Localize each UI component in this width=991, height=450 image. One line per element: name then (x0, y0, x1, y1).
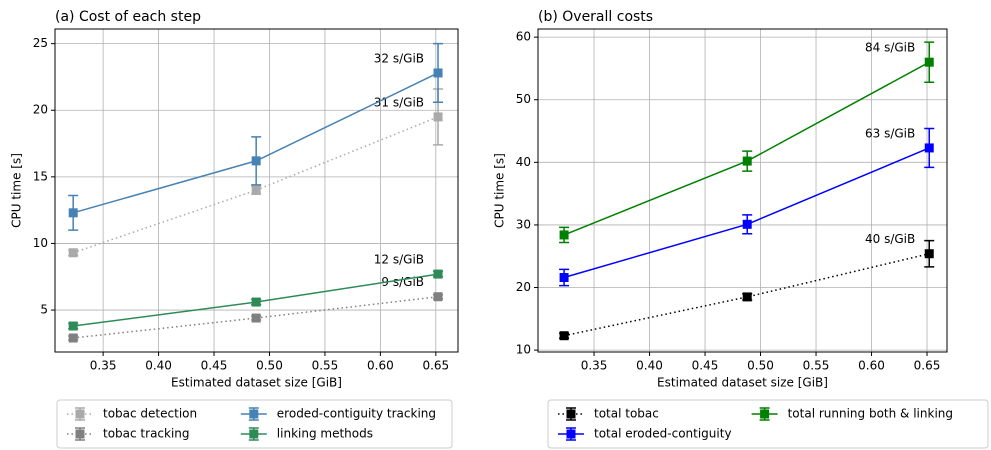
y-tick-label: 25 (33, 36, 48, 50)
legend-label: tobac detection (103, 407, 197, 421)
annotation: 84 s/GiB (865, 41, 915, 55)
x-tick-label: 0.65 (422, 359, 449, 373)
y-tick-label: 40 (516, 155, 531, 169)
legend-handle (249, 429, 259, 439)
x-tick-label: 0.60 (858, 359, 885, 373)
x-tick-label: 0.40 (145, 359, 172, 373)
legend-box (547, 399, 989, 449)
annotation: 40 s/GiB (865, 232, 915, 246)
marker (742, 156, 752, 166)
legend-label: tobac tracking (103, 427, 190, 441)
series-line (73, 295, 439, 339)
legend-handle (75, 429, 85, 439)
y-tick-label: 5 (40, 303, 48, 317)
y-axis-label: CPU time [s] (493, 153, 507, 228)
chart-title: (b) Overall costs (538, 9, 653, 25)
marker (924, 249, 934, 259)
y-tick-label: 20 (516, 280, 531, 294)
marker (68, 208, 78, 218)
chart: (a) Cost of each step 5 10 15 20 25 0.35 0.40 0.… (10, 9, 459, 449)
marker (251, 156, 261, 166)
marker (68, 248, 78, 258)
y-tick-label: 15 (33, 169, 48, 183)
chart: (b) Overall costs 10 20 30 40 50 60 0.35 0.40 0.4… (493, 9, 989, 449)
legend-label: linking methods (277, 427, 373, 441)
legend-label: total tobac (594, 407, 659, 421)
marker (559, 273, 569, 283)
x-tick-label: 0.50 (747, 359, 774, 373)
y-tick-label: 20 (33, 103, 48, 117)
legend-label: total eroded-contiguity (594, 427, 732, 441)
y-axis-label: CPU time [s] (10, 153, 24, 228)
x-tick-label: 0.35 (581, 359, 608, 373)
legend-handle (566, 429, 576, 439)
x-tick-label: 0.35 (90, 359, 117, 373)
marker (559, 331, 569, 341)
legend-item: eroded-contiguity tracking (240, 407, 436, 421)
series-line (563, 61, 930, 236)
legend-handle (75, 409, 85, 419)
chart-title: (a) Cost of each step (55, 9, 201, 25)
marker (251, 297, 261, 307)
annotation: 63 s/GiB (865, 126, 915, 140)
y-tick-label: 60 (516, 30, 531, 44)
x-tick-label: 0.45 (201, 359, 228, 373)
x-tick-label: 0.55 (312, 359, 339, 373)
marker (924, 143, 934, 153)
y-tick-label: 10 (33, 236, 48, 250)
x-axis-label: Estimated dataset size [GiB] (657, 376, 828, 390)
marker (433, 269, 443, 279)
marker (251, 185, 261, 195)
marker (433, 112, 443, 122)
legend-handle (566, 409, 576, 419)
y-tick-label: 30 (516, 217, 531, 231)
annotation: 12 s/GiB (374, 253, 424, 267)
annotation: 31 s/GiB (374, 95, 424, 109)
plot-frame (537, 28, 948, 353)
legend-item: total running both & linking (751, 407, 953, 421)
marker (742, 292, 752, 302)
legend-item: total eroded-contiguity (558, 427, 732, 441)
annotation: 32 s/GiB (374, 51, 424, 65)
series-line (72, 116, 439, 254)
legend-box (56, 399, 453, 449)
marker (251, 313, 261, 323)
legend-label: total running both & linking (788, 407, 953, 421)
marker (68, 333, 78, 343)
legend-item: linking methods (240, 427, 373, 441)
x-tick-label: 0.55 (803, 359, 830, 373)
marker (742, 219, 752, 229)
x-tick-label: 0.60 (367, 359, 394, 373)
legend-handle (760, 409, 770, 419)
x-tick-label: 0.45 (692, 359, 719, 373)
marker (924, 57, 934, 67)
marker (433, 292, 443, 302)
y-tick-label: 10 (516, 343, 531, 357)
legend-item: tobac tracking (67, 427, 190, 441)
x-tick-label: 0.40 (636, 359, 663, 373)
legend-item: total tobac (558, 407, 659, 421)
marker (559, 230, 569, 240)
x-tick-label: 0.65 (914, 359, 941, 373)
marker (433, 68, 443, 78)
legend-label: eroded-contiguity tracking (277, 407, 436, 421)
plot-frame (54, 28, 459, 353)
x-tick-label: 0.50 (256, 359, 283, 373)
series-line (563, 252, 930, 337)
y-tick-label: 50 (516, 92, 531, 106)
legend-handle (249, 409, 259, 419)
legend-item: tobac detection (67, 407, 197, 421)
annotation: 9 s/GiB (381, 275, 424, 289)
marker (68, 321, 78, 331)
x-axis-label: Estimated dataset size [GiB] (171, 376, 342, 390)
